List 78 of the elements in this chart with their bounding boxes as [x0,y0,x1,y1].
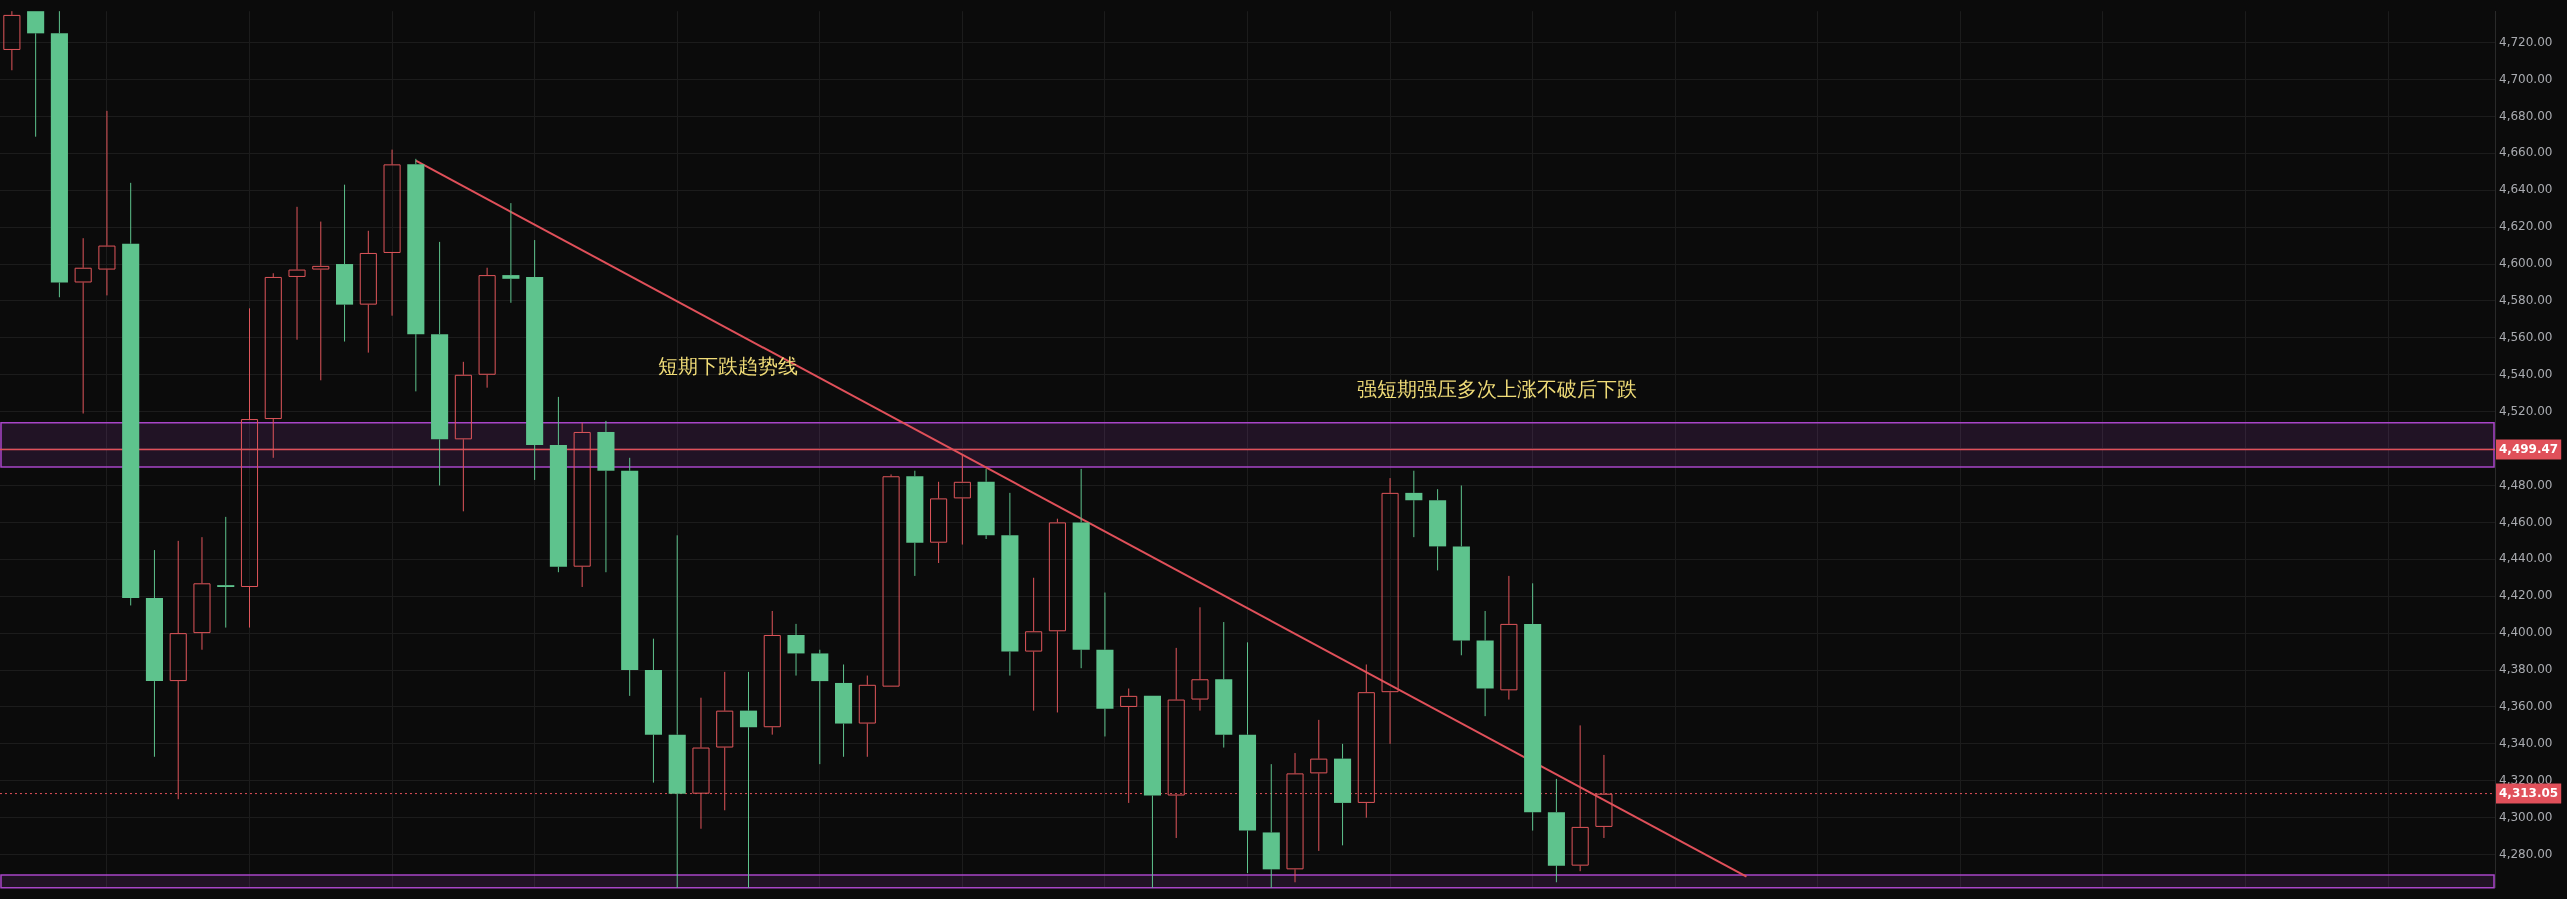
candlestick [763,610,781,736]
candlestick [906,470,924,577]
y-tick-label: 4,380.00 [2499,662,2553,677]
series-label: 短期下跌趋势线 [658,354,799,379]
candlestick [50,10,68,298]
candlestick [621,457,639,697]
candlestick [1025,577,1043,712]
candlestick [1238,641,1257,874]
candlestick [122,182,140,606]
candlestick [526,239,544,481]
candlestick [1072,468,1090,669]
candlestick [383,149,401,317]
y-tick-label: 4,540.00 [2499,366,2553,381]
y-tick-label: 4,620.00 [2499,219,2553,234]
y-tick-label: 4,480.00 [2499,477,2553,492]
ref-line-label: 4,313.05 [2499,785,2559,800]
y-tick-label: 4,680.00 [2499,108,2553,123]
y-tick-label: 4,300.00 [2499,809,2553,824]
y-tick-label: 4,600.00 [2499,256,2553,271]
candlestick [478,267,496,389]
candlestick [787,623,805,677]
candlestick [431,241,449,486]
candlestick [1048,518,1066,713]
candlestick [1381,477,1399,745]
candlestick [1452,484,1470,656]
candlestick [1405,470,1423,538]
candlestick [217,516,235,629]
ref-line-label: 4,499.47 [2499,441,2559,456]
y-tick-label: 4,460.00 [2499,514,2553,529]
candlestick [1191,606,1209,712]
candlestick [1143,695,1162,889]
y-tick-label: 4,660.00 [2499,145,2553,160]
candlestick [644,638,663,784]
candlestick [407,158,425,392]
candlestick [1476,610,1494,717]
candlestick [1262,763,1280,889]
candlestick [312,221,330,381]
candlestick [834,664,853,758]
candlestick [1500,575,1518,701]
y-tick-label: 4,700.00 [2499,71,2553,86]
y-tick-label: 4,360.00 [2499,699,2553,714]
candlestick [3,10,21,71]
y-tick-label: 4,720.00 [2499,34,2553,49]
y-tick-label: 4,580.00 [2499,293,2553,308]
candlestick [597,420,615,573]
candlestick [359,230,377,354]
candlestick [98,110,116,296]
candlestick [288,206,306,341]
y-tick-label: 4,420.00 [2499,588,2553,603]
candlestick [335,184,354,343]
y-tick-label: 4,560.00 [2499,329,2553,344]
candlestick [858,675,876,758]
candlestick [502,202,520,304]
y-tick-label: 4,520.00 [2499,403,2553,418]
y-tick-label: 4,640.00 [2499,182,2553,197]
candlestick [882,473,900,687]
candlestick [193,536,211,651]
candlestick [739,671,758,889]
candlestick [27,11,45,138]
candlestick [953,453,971,546]
candlestick [1215,621,1233,749]
candlestick [1524,582,1542,832]
y-tick-label: 4,280.00 [2499,846,2553,861]
candlestick [145,549,164,758]
y-tick-label: 4,340.00 [2499,735,2553,750]
candlestick [1096,592,1114,737]
candlestick [74,237,92,415]
candlestick [1001,492,1019,677]
candlestick [1547,778,1565,883]
candlestick [930,481,948,564]
candlestick [811,649,829,765]
candlestick [1429,488,1447,571]
y-tick-label: 4,400.00 [2499,625,2553,640]
candlestick [977,468,995,540]
y-tick-label: 4,440.00 [2499,551,2553,566]
candlestick [549,396,567,573]
band-label: 强短期强压多次上涨不破后下跌 [1357,376,1637,401]
candlestick [1333,743,1352,846]
